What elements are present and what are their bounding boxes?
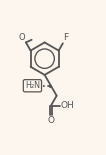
Text: OH: OH (61, 101, 75, 110)
Text: O: O (47, 116, 54, 125)
Text: F: F (63, 33, 68, 42)
Text: O: O (19, 33, 25, 42)
Text: H₂N: H₂N (25, 81, 40, 90)
